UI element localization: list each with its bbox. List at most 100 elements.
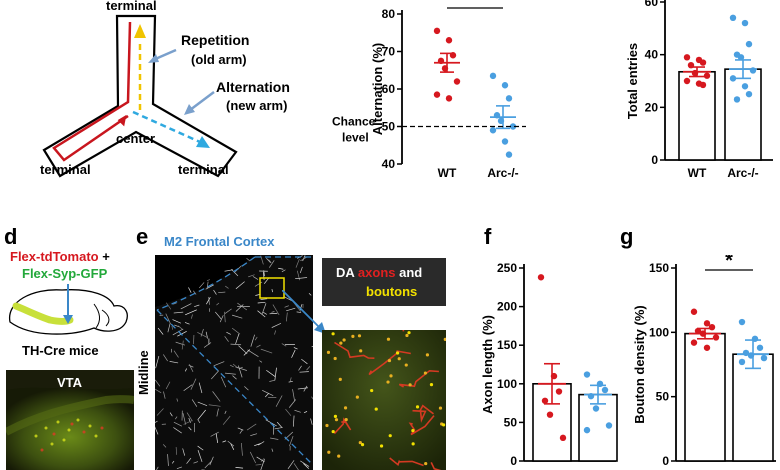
terminal-left-label: terminal bbox=[40, 162, 91, 177]
data-point-wt bbox=[684, 78, 690, 84]
th-cre-mice-label: TH-Cre mice bbox=[22, 343, 99, 358]
data-point-arc bbox=[490, 127, 496, 133]
data-point-arc bbox=[739, 359, 745, 365]
data-point-wt bbox=[556, 388, 562, 394]
y-tick-label: 60 bbox=[645, 0, 659, 9]
alternation-label: Alternation bbox=[216, 79, 290, 95]
bar-wt bbox=[685, 334, 725, 461]
data-point-wt bbox=[560, 435, 566, 441]
m2-cortex-texture bbox=[155, 255, 313, 470]
data-point-arc bbox=[750, 67, 756, 73]
data-point-wt bbox=[684, 54, 690, 60]
y-tick-label: 100 bbox=[649, 325, 669, 339]
y-tick-label: 150 bbox=[649, 261, 669, 275]
axon-length-chart: 050100150200250Axon length (%)WTArc-/- bbox=[480, 255, 620, 470]
y-tick-label: 40 bbox=[645, 48, 659, 62]
data-point-wt bbox=[446, 95, 452, 101]
data-point-arc bbox=[584, 427, 590, 433]
y-tick-label: 250 bbox=[497, 261, 517, 275]
y-tick-label: 0 bbox=[662, 454, 669, 468]
data-point-arc bbox=[502, 82, 508, 88]
repetition-sublabel: (old arm) bbox=[191, 52, 247, 67]
data-point-arc bbox=[746, 91, 752, 97]
data-point-arc bbox=[761, 355, 767, 361]
axon-bouton-texture bbox=[322, 330, 446, 470]
y-tick-label: 80 bbox=[382, 7, 396, 21]
legend-box: DA axons and boutons bbox=[322, 258, 446, 306]
data-point-wt bbox=[691, 309, 697, 315]
mouse-brain-sketch bbox=[2, 282, 132, 344]
y-axis-label: Total entries bbox=[625, 43, 640, 119]
m2-title: M2 Frontal Cortex bbox=[164, 234, 275, 249]
y-tick-label: 150 bbox=[497, 338, 517, 352]
category-label: Arc-/- bbox=[727, 166, 758, 180]
total-entries-chart: 0 20 40 60 Total entries WT Arc-/- bbox=[615, 0, 780, 185]
maze-panel: terminal Repetition (old arm) Alternatio… bbox=[0, 0, 300, 185]
data-point-wt bbox=[547, 411, 553, 417]
alternation-sublabel: (new arm) bbox=[226, 98, 287, 113]
data-point-wt bbox=[446, 37, 452, 43]
data-point-wt bbox=[713, 334, 719, 340]
panel-letter-f: f bbox=[484, 224, 491, 250]
data-point-arc bbox=[593, 405, 599, 411]
y-tick-label: 100 bbox=[497, 377, 517, 391]
data-point-wt bbox=[709, 324, 715, 330]
midline-label: Midline bbox=[136, 350, 151, 395]
alternation-chart: 4050607080Alternation (%)WTArc-/-Chancel… bbox=[330, 0, 560, 185]
flex-syp-gfp-label: Flex-Syp-GFP bbox=[22, 266, 107, 281]
y-tick-label: 0 bbox=[510, 454, 517, 468]
data-point-arc bbox=[734, 96, 740, 102]
category-label: Arc-/- bbox=[487, 166, 518, 180]
y-tick-label: 50 bbox=[656, 390, 670, 404]
data-point-arc bbox=[730, 15, 736, 21]
data-point-arc bbox=[584, 371, 590, 377]
y-tick-label: 20 bbox=[645, 100, 659, 114]
data-point-arc bbox=[606, 422, 612, 428]
category-label: WT bbox=[438, 166, 457, 180]
plus-sign: + bbox=[102, 249, 110, 264]
data-point-arc bbox=[746, 41, 752, 47]
data-point-arc bbox=[742, 20, 748, 26]
terminal-top-label: terminal bbox=[106, 0, 157, 13]
data-point-arc bbox=[757, 345, 763, 351]
data-point-wt bbox=[700, 82, 706, 88]
panel-letter-e: e bbox=[136, 224, 148, 250]
data-point-wt bbox=[542, 398, 548, 404]
data-point-wt bbox=[704, 320, 710, 326]
legend-and: and bbox=[399, 265, 422, 280]
bouton-density-chart: 050100150Bouton density (%)WTArc-/-* bbox=[628, 255, 780, 470]
legend-da: DA bbox=[336, 265, 354, 280]
legend-axons: axons bbox=[358, 265, 396, 280]
y-tick-label: 50 bbox=[504, 415, 518, 429]
data-point-arc bbox=[506, 95, 512, 101]
bar-arc bbox=[725, 69, 761, 160]
data-point-wt bbox=[704, 345, 710, 351]
construct-line-1: Flex-tdTomato + bbox=[10, 249, 110, 264]
terminal-right-label: terminal bbox=[178, 162, 229, 177]
y-tick-label: 40 bbox=[382, 157, 396, 171]
data-point-arc bbox=[506, 151, 512, 157]
legend-boutons: boutons bbox=[366, 284, 417, 299]
chance-label: level bbox=[342, 131, 369, 145]
panel-letter-d: d bbox=[4, 224, 17, 250]
data-point-wt bbox=[700, 59, 706, 65]
chance-label: Chance bbox=[332, 115, 376, 129]
y-tick-label: 0 bbox=[651, 153, 658, 167]
bar-arc bbox=[733, 354, 773, 461]
vta-label: VTA bbox=[57, 375, 82, 390]
significance-stars: * bbox=[725, 255, 733, 272]
m2-cortex-micrograph bbox=[155, 255, 313, 470]
data-point-arc bbox=[739, 319, 745, 325]
y-axis-label: Bouton density (%) bbox=[632, 305, 647, 423]
data-point-wt bbox=[454, 78, 460, 84]
category-label: WT bbox=[688, 166, 707, 180]
flex-tdtomato-label: Flex-tdTomato bbox=[10, 249, 99, 264]
data-point-arc bbox=[602, 387, 608, 393]
data-point-arc bbox=[742, 83, 748, 89]
significance-stars: ** bbox=[467, 0, 483, 10]
repetition-label: Repetition bbox=[181, 32, 249, 48]
center-label: center bbox=[116, 131, 155, 146]
y-tick-label: 200 bbox=[497, 300, 517, 314]
data-point-wt bbox=[434, 91, 440, 97]
zoom-micrograph bbox=[322, 330, 446, 470]
